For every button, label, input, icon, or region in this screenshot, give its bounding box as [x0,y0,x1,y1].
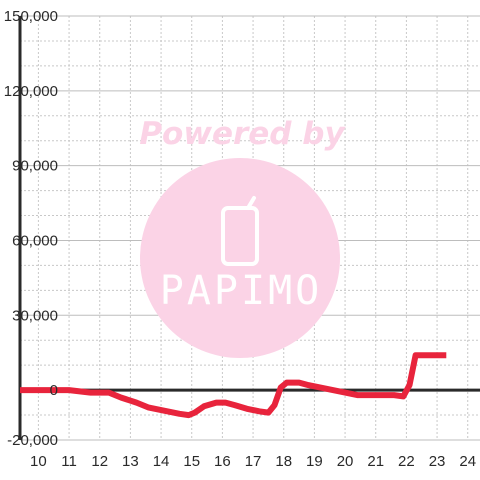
x-tick-label: 24 [459,453,476,470]
phone-icon [221,196,259,266]
x-tick-label: 21 [367,453,384,470]
y-tick-label: 150,000 [4,8,58,25]
x-tick-label: 10 [30,453,47,470]
y-tick-labels: -20,000 0 30,000 60,000 90,000 120,000 150,000 [4,8,58,449]
x-tick-label: 11 [61,453,77,470]
x-tick-label: 18 [275,453,292,470]
y-tick-label: 0 [50,382,58,399]
y-tick-label: 90,000 [12,158,58,175]
x-tick-labels: 10 11 12 13 14 15 16 17 18 19 20 21 22 23 24 [30,453,476,470]
x-tick-label: 17 [245,453,262,470]
y-tick-label: -20,000 [7,432,58,449]
y-tick-label: 60,000 [12,232,58,249]
series-layer [20,352,447,419]
x-tick-label: 23 [429,453,446,470]
x-tick-label: 12 [91,453,108,470]
y-tick-label: 30,000 [12,307,58,324]
x-tick-label: 20 [337,453,354,470]
series-line [20,352,447,419]
watermark: Powered by PAPIMO [139,116,346,358]
x-tick-label: 22 [398,453,415,470]
watermark-brand: PAPIMO [160,268,323,314]
x-tick-label: 15 [183,453,200,470]
x-tick-label: 13 [122,453,139,470]
x-tick-label: 16 [214,453,231,470]
grid-lines [20,15,480,441]
x-tick-label: 19 [306,453,323,470]
watermark-circle [140,158,340,358]
watermark-caption: Powered by [139,116,346,152]
x-tick-label: 14 [153,453,170,470]
y-tick-label: 120,000 [4,83,58,100]
